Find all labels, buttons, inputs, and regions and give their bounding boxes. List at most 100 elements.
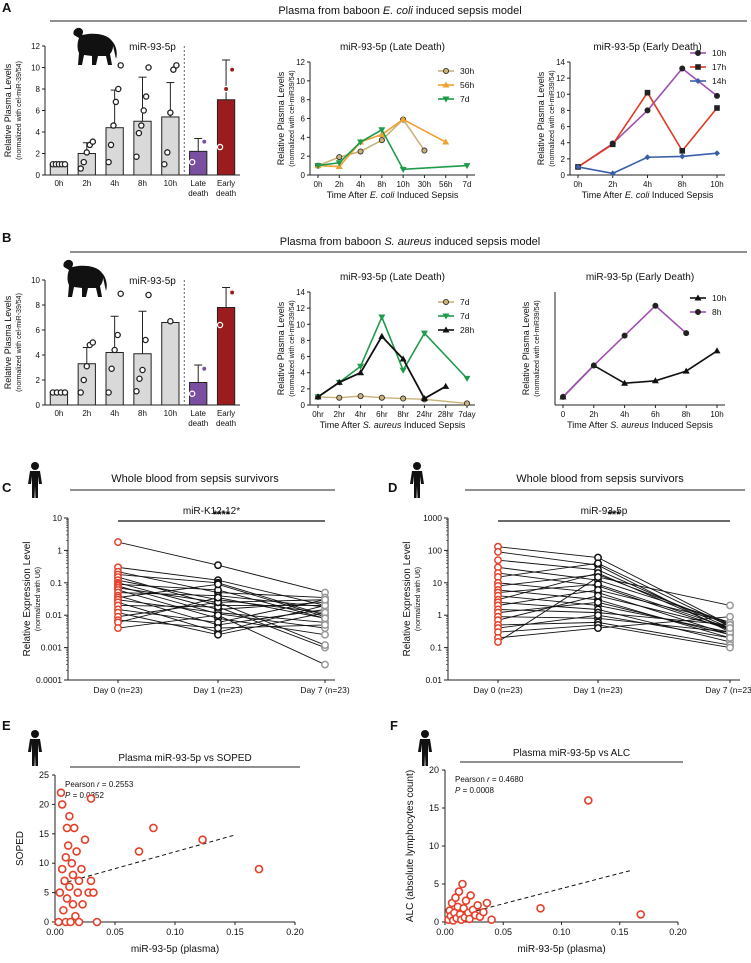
legend-label: 17h [712,62,726,72]
x-label-part: Induced Sepsis [649,420,714,430]
y-tick-label: 0.1 [50,578,62,588]
panel-letter-c: C [2,480,12,495]
data-point [65,811,74,821]
bar [161,322,180,406]
data-point [77,389,84,396]
x-axis-label: miR-93-5p (plasma) [517,944,605,955]
y-tick-label: 8 [36,85,41,94]
y-tick-label: 6 [301,353,306,362]
x-tick-label: 8h [138,179,147,188]
x-tick-label: Day 7 (n=23) [300,685,350,695]
y-tick-label: 0.001 [41,643,63,653]
data-point [135,129,143,137]
data-point [62,894,72,903]
data-point [65,882,74,892]
x-tick-label: death [188,189,208,198]
panel-letter-e: E [2,718,11,733]
data-point [378,137,385,144]
x-tick-label: 8h [377,180,386,189]
stat-text: = 0.0352 [70,791,104,800]
significance-label: **** [213,509,231,521]
data-point [61,160,69,168]
data-point [357,393,364,400]
data-point [167,109,174,116]
y-axis-label: Relative Plasma Levels [521,301,531,395]
data-point [536,904,545,913]
scatter-chart-F: Plasma miR-93-5p vs ALC 0 5 10 15 20 0.00 0.05 0… [405,748,687,955]
data-point [594,611,602,620]
x-tick-label: 0.20 [669,927,687,937]
y-axis-label: Relative Expression Level [402,541,413,656]
x-tick-label: 10h [710,180,723,189]
stat-italic: P [455,786,461,795]
y-tick-label: 8 [301,336,306,345]
panel-b-title: Plasma from baboon S. aureus induced sep… [280,236,541,248]
data-point [112,98,120,106]
chart-title: miR-93-5p [581,506,628,517]
y-axis-sublabel: (normalized with U6) [415,567,422,631]
x-tick-label: 8h [682,410,691,419]
x-tick-label: 2h [82,409,91,418]
legend-label: 10h [712,48,726,58]
legend-marker [442,326,450,333]
data-point [357,369,365,376]
data-point [399,367,407,374]
x-tick-label: 7d [463,180,472,189]
y-axis-label: SOPED [15,831,26,866]
data-point [214,561,222,570]
y-tick-label: 4 [36,128,41,137]
y-tick-label: 0 [36,401,41,410]
legend-label: 30h [460,66,474,76]
data-point [161,160,168,168]
x-tick-label: 2h [335,180,344,189]
data-point [314,393,322,400]
data-point [69,823,79,833]
x-tick-label: 2hr [334,410,346,419]
x-tick-label: death [216,419,236,428]
bar [77,363,96,406]
data-point [114,331,121,339]
stat-italic: r [487,775,490,784]
x-tick-label: 6h [651,410,660,419]
data-point [149,823,158,833]
data-point [57,800,67,809]
data-point [336,154,343,161]
baboon-icon [63,259,107,297]
x-tick-label: 4h [620,410,629,419]
x-tick-label: 0.00 [436,927,454,937]
x-tick-label: Late [190,409,206,418]
data-point [78,900,87,909]
y-tick-label: 12 [31,42,40,51]
chart-title: miR-93-5p (Early Death) [586,272,694,283]
y-tick-label: 15 [39,829,49,839]
stat-italic: r [97,780,100,789]
x-tick-label: 4hr [355,410,367,419]
y-tick-label: 8 [301,96,306,105]
y-tick-label: 10 [53,513,63,523]
bar [216,99,236,176]
x-tick-label: 0.05 [494,927,512,937]
y-axis-label: Relative Plasma Levels [276,71,286,165]
data-point [72,847,81,856]
data-point [201,365,208,372]
data-point [494,637,502,646]
x-axis-label: Time After E. coli Induced Sepsis [327,190,459,200]
x-tick-label: 0.10 [553,927,571,937]
data-point [454,887,464,896]
y-tick-label: 0 [301,171,306,180]
data-point [583,796,593,805]
data-point [133,387,140,395]
x-tick-label: 10h [710,410,723,419]
data-point [56,788,66,797]
data-point [117,290,124,297]
x-tick-label: 28hr [438,410,454,419]
data-point [214,630,222,639]
x-tick-label: 56h [439,180,452,189]
y-axis-sublabel: (normalized with cel-miR-39/54) [16,61,23,160]
data-point [80,376,88,384]
data-point [594,573,602,582]
data-point [89,138,97,145]
x-tick-label: 7day [458,410,475,419]
line-chart-B2: 0 2 4 6 8 10 12 14 0hr 2hr 4hr 6hr 8hr 24hr 28hr 7day mi… [276,272,476,430]
data-point [60,876,69,886]
